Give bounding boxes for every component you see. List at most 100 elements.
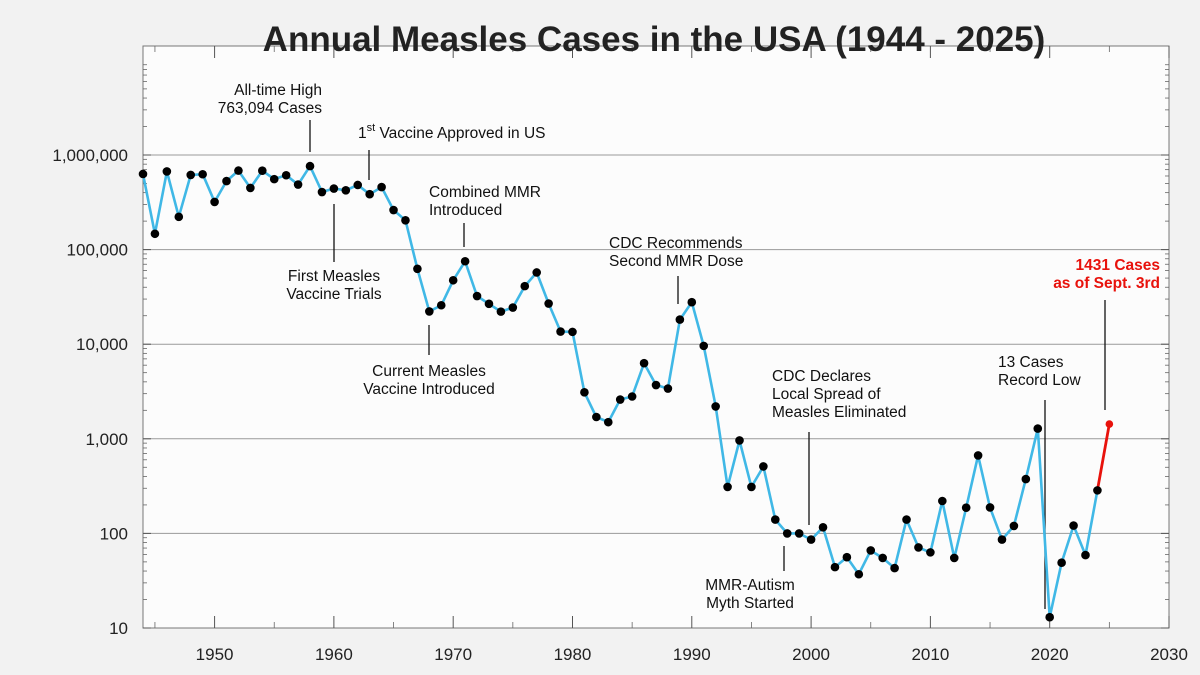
y-tick-label: 1,000	[85, 430, 128, 449]
data-point	[210, 197, 219, 207]
data-point	[699, 341, 709, 351]
data-point	[1057, 558, 1066, 568]
annotation-text: 13 Cases	[998, 354, 1064, 371]
data-point	[520, 281, 530, 291]
data-point	[413, 264, 422, 274]
annotation-text: First Measles	[288, 268, 380, 285]
data-point	[401, 216, 410, 225]
annotation-text: All-time High	[234, 82, 322, 99]
annotation-text: MMR-Autism	[705, 577, 795, 594]
data-point	[198, 169, 207, 179]
data-point	[234, 166, 243, 175]
data-point	[1069, 521, 1078, 530]
x-tick-labels: 1950 1960 1970 1980 1990 2000 2010 2020 2030	[196, 645, 1188, 664]
data-point-2025	[1105, 420, 1114, 428]
data-point	[806, 535, 816, 544]
x-tick-label: 2020	[1031, 645, 1069, 664]
data-point	[639, 358, 649, 368]
data-point	[174, 212, 184, 222]
data-point	[222, 176, 231, 186]
x-tick-label: 2030	[1150, 645, 1188, 664]
x-tick-label: 1950	[196, 645, 234, 664]
data-point	[448, 275, 458, 285]
data-point	[926, 548, 935, 557]
annotation-text: Combined MMR	[429, 184, 541, 201]
data-point	[997, 535, 1007, 544]
y-tick-label: 10,000	[76, 335, 128, 354]
data-point	[675, 315, 685, 324]
data-point	[973, 451, 983, 460]
data-point	[1021, 474, 1031, 484]
data-point	[711, 402, 720, 411]
data-point	[1045, 612, 1054, 622]
data-point	[651, 380, 661, 390]
data-point	[1093, 486, 1102, 495]
x-tick-label: 2010	[911, 645, 949, 664]
data-point	[759, 462, 768, 471]
data-point	[150, 229, 160, 239]
data-point	[484, 299, 494, 309]
x-tick-label: 1980	[554, 645, 592, 664]
annotation-text: Myth Started	[706, 595, 794, 612]
x-tick-label: 1990	[673, 645, 711, 664]
y-tick-label: 1,000,000	[52, 146, 128, 165]
data-point	[425, 307, 434, 316]
annotation-text: Record Low	[998, 372, 1082, 389]
annotation-text: Introduced	[429, 202, 502, 219]
x-tick-label: 1970	[434, 645, 472, 664]
data-point	[1009, 521, 1019, 531]
data-point	[293, 180, 303, 189]
data-point	[818, 523, 828, 532]
data-point	[794, 529, 804, 538]
data-point	[317, 187, 327, 197]
data-point	[269, 174, 279, 184]
data-point	[186, 170, 196, 180]
data-point	[258, 166, 267, 175]
data-point	[961, 503, 971, 512]
data-point	[389, 205, 398, 215]
annotation-text: 763,094 Cases	[218, 100, 323, 117]
data-point	[687, 297, 697, 307]
y-tick-label: 100	[100, 524, 128, 543]
annotation-text: Second MMR Dose	[609, 253, 743, 270]
data-point	[246, 183, 255, 193]
data-point	[436, 300, 446, 310]
data-point	[1081, 550, 1090, 560]
gridlines	[143, 154, 1169, 534]
data-point	[508, 303, 518, 312]
data-point	[663, 384, 673, 393]
data-point	[723, 482, 732, 492]
data-point	[568, 327, 577, 337]
data-point	[938, 496, 947, 506]
annotation-text: Vaccine Trials	[286, 286, 382, 303]
data-point	[842, 552, 852, 562]
data-point	[460, 256, 470, 266]
data-point	[365, 189, 374, 199]
data-point	[890, 563, 899, 573]
data-point	[771, 515, 780, 524]
data-point	[496, 307, 506, 316]
chart-title: Annual Measles Cases in the USA (1944 - …	[263, 20, 1046, 59]
data-point	[592, 412, 601, 422]
data-point	[735, 436, 744, 445]
data-point	[472, 291, 482, 301]
y-tick-label: 100,000	[67, 241, 128, 260]
data-point	[985, 503, 995, 512]
data-point	[854, 569, 864, 579]
data-point	[580, 388, 589, 397]
annotation-text: 1st Vaccine Approved in US	[358, 122, 546, 142]
data-point	[377, 182, 386, 192]
data-point	[902, 515, 911, 524]
x-tick-label: 2000	[792, 645, 830, 664]
data-point	[329, 184, 339, 193]
data-point	[532, 268, 541, 277]
data-point	[544, 299, 553, 308]
annotation-text: Measles Eliminated	[772, 404, 906, 421]
